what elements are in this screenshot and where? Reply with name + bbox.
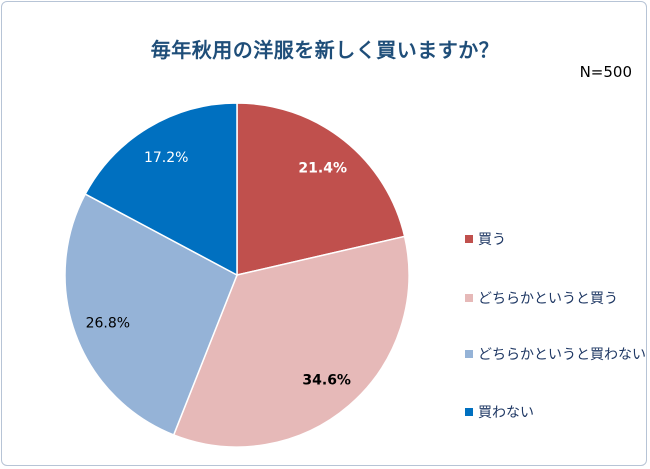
legend-swatch: [465, 294, 473, 302]
legend-item: 買う: [465, 229, 506, 249]
legend-label: どちらかというと買う: [478, 291, 618, 307]
data-label: 21.4%: [298, 160, 347, 176]
legend-swatch: [465, 235, 473, 243]
legend-item: どちらかというと買う: [465, 288, 618, 308]
legend-item: どちらかというと買わない: [465, 344, 646, 364]
legend-label: 買う: [478, 232, 506, 248]
legend-label: どちらかというと買わない: [478, 347, 646, 363]
legend-label: 買わない: [478, 405, 534, 421]
legend-item: 買わない: [465, 402, 534, 422]
pie-slice: [172, 235, 410, 448]
sample-size: N=500: [579, 63, 632, 81]
pie-slice: [64, 193, 238, 436]
legend-swatch: [465, 408, 473, 416]
data-label: 34.6%: [302, 372, 351, 388]
legend-swatch: [465, 350, 473, 358]
data-label: 26.8%: [86, 315, 130, 331]
data-label: 17.2%: [144, 150, 188, 166]
chart-title: 毎年秋用の洋服を新しく買いますか？: [150, 38, 500, 62]
pie-slice: [84, 102, 238, 277]
pie-slice: [236, 102, 406, 276]
